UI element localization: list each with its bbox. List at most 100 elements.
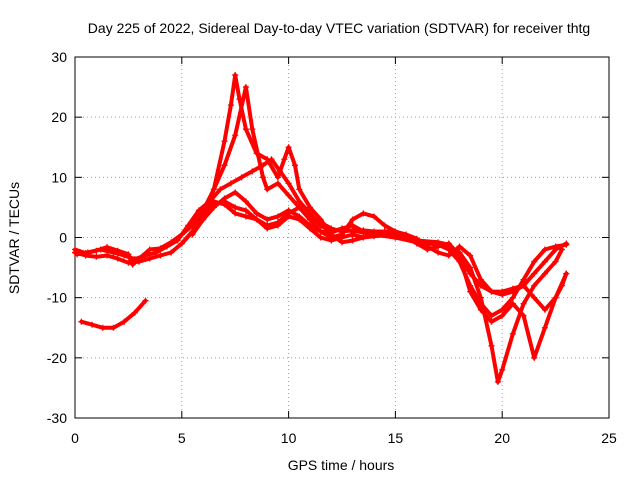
data-point-marker [253, 210, 260, 217]
y-tick-label: -10 [47, 290, 67, 306]
data-point-marker [259, 174, 266, 181]
data-point-marker [274, 213, 281, 220]
data-point-marker [114, 255, 121, 262]
data-point-marker [520, 276, 527, 283]
data-point-marker [195, 207, 202, 214]
data-point-marker [381, 228, 388, 235]
data-point-marker [477, 276, 484, 283]
data-point-marker [392, 228, 399, 235]
data-point-marker [285, 180, 292, 187]
data-series-pass-2 [73, 85, 569, 318]
data-point-marker [259, 162, 266, 169]
data-point-marker [232, 132, 239, 139]
y-tick-label: 10 [51, 169, 67, 185]
data-point-marker [467, 288, 474, 295]
data-point-marker [499, 288, 506, 295]
data-point-marker [99, 324, 106, 331]
data-point-marker [488, 288, 495, 295]
data-point-marker [93, 253, 100, 260]
data-point-marker [89, 321, 96, 328]
data-point-marker [520, 300, 527, 307]
data-point-marker [131, 309, 138, 316]
y-tick-label: 20 [51, 109, 67, 125]
data-point-marker [499, 312, 506, 319]
data-point-marker [563, 270, 570, 277]
data-point-marker [328, 237, 335, 244]
data-point-marker [238, 174, 245, 181]
data-point-marker [232, 204, 239, 211]
chart-title: Day 225 of 2022, Sidereal Day-to-day VTE… [88, 20, 590, 36]
data-point-marker [97, 246, 104, 253]
data-point-marker [210, 204, 217, 211]
data-point-marker [185, 222, 192, 229]
data-point-marker [232, 210, 239, 217]
data-point-marker [306, 204, 313, 211]
data-point-marker [509, 294, 516, 301]
data-point-marker [445, 252, 452, 259]
data-point-marker [232, 72, 239, 79]
data-point-marker [142, 297, 149, 304]
data-point-marker [274, 222, 281, 229]
data-point-marker [456, 252, 463, 259]
data-point-marker [110, 324, 117, 331]
data-point-marker [488, 312, 495, 319]
data-series-pass-4 [79, 298, 148, 330]
data-point-marker [285, 207, 292, 214]
data-point-marker [541, 306, 548, 313]
data-point-marker [200, 210, 207, 217]
data-point-marker [221, 138, 228, 145]
data-point-marker [142, 252, 149, 259]
data-point-marker [146, 246, 153, 253]
data-point-marker [200, 216, 207, 223]
data-point-marker [306, 225, 313, 232]
data-point-marker [445, 240, 452, 247]
data-point-marker [435, 243, 442, 250]
data-point-marker [467, 252, 474, 259]
data-point-marker [277, 168, 284, 175]
data-point-marker [104, 252, 111, 259]
data-point-marker [531, 354, 538, 361]
y-tick-label: 0 [59, 230, 67, 246]
y-tick-label: -20 [47, 350, 67, 366]
data-point-marker [424, 246, 431, 253]
data-point-marker [371, 231, 378, 238]
x-tick-label: 20 [494, 430, 510, 446]
data-point-marker [499, 366, 506, 373]
data-point-marker [520, 282, 527, 289]
x-tick-label: 25 [601, 430, 617, 446]
data-point-marker [264, 216, 271, 223]
data-point-marker [232, 189, 239, 196]
data-point-marker [339, 234, 345, 241]
data-point-marker [268, 156, 275, 163]
x-tick-label: 5 [178, 430, 186, 446]
data-point-marker [285, 192, 292, 199]
data-point-marker [317, 228, 324, 235]
x-tick-label: 0 [71, 430, 79, 446]
data-point-marker [435, 249, 442, 256]
data-point-marker [531, 270, 538, 277]
data-point-marker [488, 342, 495, 349]
data-point-marker [264, 186, 271, 193]
data-point-marker [563, 240, 570, 247]
data-point-marker [264, 225, 271, 232]
data-point-marker [217, 186, 224, 193]
data-point-marker [210, 198, 217, 205]
data-point-marker [381, 222, 388, 229]
data-point-marker [403, 234, 410, 241]
data-point-marker [328, 229, 335, 236]
data-point-marker [541, 270, 548, 277]
data-point-marker [531, 294, 538, 301]
data-point-marker [78, 318, 85, 325]
x-tick-label: 10 [281, 430, 297, 446]
marker-group-pass-7 [200, 198, 399, 244]
data-point-marker [494, 378, 501, 385]
data-point-marker [285, 144, 292, 151]
data-point-marker [274, 174, 281, 181]
x-axis-label: GPS time / hours [288, 457, 395, 473]
data-point-marker [242, 126, 249, 133]
data-point-marker [242, 198, 249, 205]
data-point-marker [509, 330, 516, 337]
data-point-marker [249, 126, 256, 133]
data-point-marker [84, 249, 91, 256]
